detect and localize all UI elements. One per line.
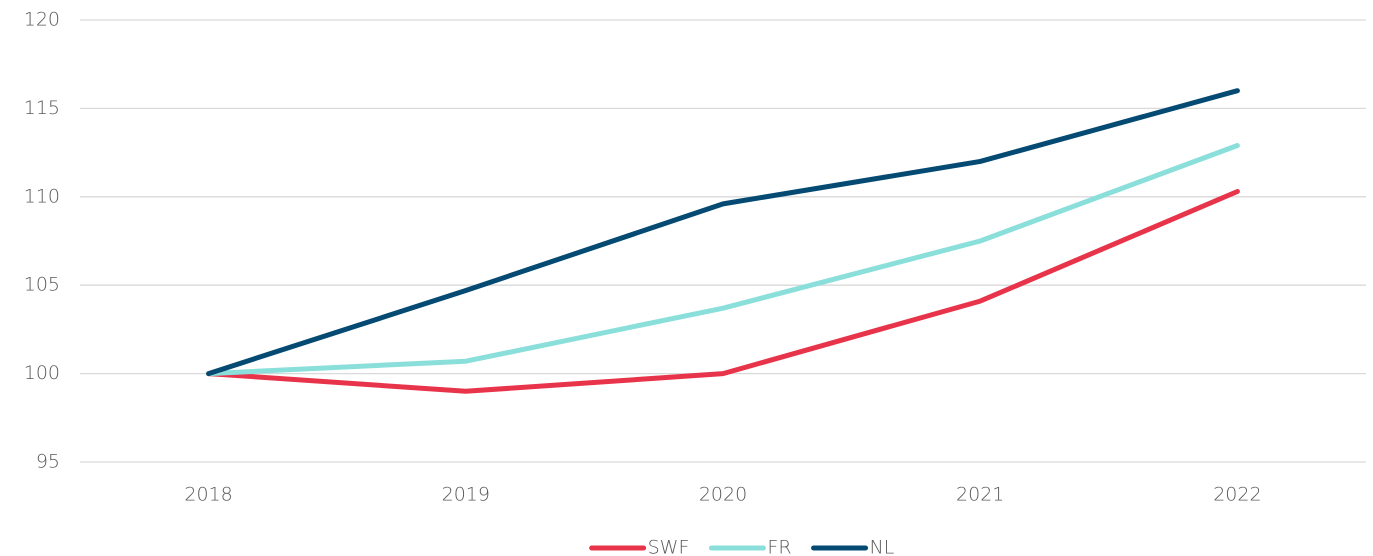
y-tick-label: 100 bbox=[24, 362, 60, 384]
x-tick-label: 2019 bbox=[442, 484, 490, 506]
x-tick-label: 2020 bbox=[699, 484, 747, 506]
x-tick-label: 2021 bbox=[956, 484, 1004, 506]
y-tick-label: 105 bbox=[24, 274, 60, 296]
line-series bbox=[206, 88, 1240, 377]
line-series bbox=[206, 143, 1240, 377]
legend-label: FR bbox=[767, 537, 791, 556]
y-tick-label: 95 bbox=[36, 451, 60, 473]
y-tick-label: 120 bbox=[24, 9, 60, 31]
legend-label: SWF bbox=[648, 537, 690, 556]
y-tick-label: 110 bbox=[24, 185, 60, 207]
legend-label: NL bbox=[870, 537, 895, 556]
line-series bbox=[206, 188, 1240, 394]
x-tick-label: 2018 bbox=[184, 484, 232, 506]
y-tick-label: 115 bbox=[24, 97, 60, 119]
x-tick-label: 2022 bbox=[1213, 484, 1261, 506]
